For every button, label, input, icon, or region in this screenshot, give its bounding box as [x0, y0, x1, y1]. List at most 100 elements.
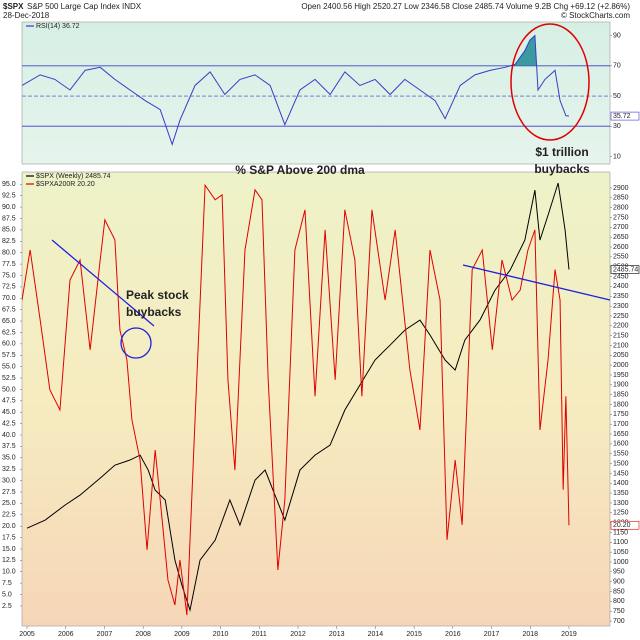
y-tick-label: 30: [613, 123, 621, 130]
y2-tick-label: 2150: [613, 332, 629, 339]
y2-tick-label: 1550: [613, 451, 629, 458]
y2-tick-label: 2700: [613, 224, 629, 231]
legend-label: $SPX (Weekly) 2485.74: [36, 173, 111, 180]
y-tick-label: 72.5: [2, 284, 16, 291]
y-tick-label: 75.0: [2, 272, 16, 279]
x-tick-label: 2013: [329, 631, 345, 638]
y-tick-label: 57.5: [2, 352, 16, 359]
y2-tick-label: 2350: [613, 293, 629, 300]
end-label-box: [610, 111, 640, 121]
y-tick-label: 77.5: [2, 261, 16, 268]
y2-tick-label: 1500: [613, 460, 629, 467]
y-tick-label: 37.5: [2, 443, 16, 450]
y2-tick-label: 1950: [613, 372, 629, 379]
y-tick-label: 20.0: [2, 523, 16, 530]
x-tick-label: 2007: [97, 631, 113, 638]
annotations: % S&P Above 200 dma Peak stock buybacks …: [51, 23, 611, 359]
date: 28-Dec-2018: [3, 11, 50, 20]
x-tick-label: 2009: [174, 631, 190, 638]
y-tick-label: 17.5: [2, 534, 16, 541]
y2-tick-label: 1300: [613, 500, 629, 507]
y2-tick-label: 2450: [613, 273, 629, 280]
index-name: S&P 500 Large Cap Index INDX: [27, 2, 142, 11]
y-tick-label: 10.0: [2, 569, 16, 576]
y2-tick-label: 700: [613, 618, 625, 625]
main-panel: [21, 171, 611, 627]
y-tick-label: 62.5: [2, 329, 16, 336]
series-line: [22, 183, 570, 616]
y2-tick-label: 1850: [613, 392, 629, 399]
x-tick-label: 2018: [522, 631, 538, 638]
y-tick-label: 90.0: [2, 204, 16, 211]
y-tick-label: 45.0: [2, 409, 16, 416]
x-tick-label: 2008: [135, 631, 151, 638]
annotation: buybacks: [534, 162, 590, 176]
credit: © StockCharts.com: [561, 11, 630, 20]
y-tick-label: 12.5: [2, 557, 16, 564]
y-tick-label: 42.5: [2, 420, 16, 427]
y2-tick-label: 800: [613, 598, 625, 605]
y2-tick-label: 1800: [613, 401, 629, 408]
y-tick-label: 22.5: [2, 512, 16, 519]
x-tick-label: 2005: [19, 631, 35, 638]
highlight-ellipse: [510, 23, 590, 141]
y2-tick-label: 2850: [613, 195, 629, 202]
y-tick-label: 50.0: [2, 386, 16, 393]
y-tick-label: 5.0: [2, 591, 12, 598]
annotation: buybacks: [126, 305, 182, 319]
x-tick-label: 2011: [252, 631, 267, 638]
y-tick-label: 60.0: [2, 341, 16, 348]
annotation: % S&P Above 200 dma: [235, 163, 365, 177]
y-tick-label: 55.0: [2, 363, 16, 370]
x-tick-label: 2015: [406, 631, 422, 638]
y-tick-label: 87.5: [2, 215, 16, 222]
x-tick-label: 2019: [561, 631, 577, 638]
y2-tick-label: 1450: [613, 470, 629, 477]
y2-tick-label: 850: [613, 588, 625, 595]
y-tick-label: 92.5: [2, 193, 16, 200]
trend-line: [51, 239, 155, 327]
annotation: $1 trillion: [535, 145, 588, 159]
y2-tick-label: 2900: [613, 185, 629, 192]
y2-tick-label: 2400: [613, 283, 629, 290]
y-tick-label: 50: [613, 93, 621, 100]
y-tick-label: 85.0: [2, 227, 16, 234]
x-tick-label: 2010: [213, 631, 229, 638]
y2-tick-label: 1000: [613, 559, 629, 566]
y-tick-label: 10: [613, 153, 621, 160]
y2-tick-label: 2550: [613, 254, 629, 261]
series-line: [22, 34, 570, 146]
y2-tick-label: 1700: [613, 421, 629, 428]
y-tick-label: 2.5: [2, 603, 12, 610]
y-tick-label: 27.5: [2, 489, 16, 496]
y2-tick-label: 1050: [613, 549, 629, 556]
symbol: $SPX: [3, 2, 24, 11]
y-tick-label: 47.5: [2, 398, 16, 405]
y-tick-label: 70.0: [2, 295, 16, 302]
y-tick-label: 65.0: [2, 318, 16, 325]
y-tick-label: 90: [613, 32, 621, 39]
y2-tick-label: 2000: [613, 362, 629, 369]
y2-tick-label: 1600: [613, 441, 629, 448]
y2-tick-label: 1250: [613, 510, 629, 517]
y2-tick-label: 2050: [613, 352, 629, 359]
y-tick-label: 52.5: [2, 375, 16, 382]
x-tick-label: 2012: [290, 631, 306, 638]
y2-tick-label: 2300: [613, 303, 629, 310]
quote: Open 2400.56 High 2520.27 Low 2346.58 Cl…: [301, 2, 630, 11]
y2-tick-label: 900: [613, 579, 625, 586]
end-label: 2485.74: [613, 266, 638, 273]
end-label: 35.72: [613, 113, 631, 120]
x-tick-label: 2014: [368, 631, 384, 638]
y2-tick-label: 2600: [613, 244, 629, 251]
y2-tick-label: 1650: [613, 431, 629, 438]
y-tick-label: 82.5: [2, 238, 16, 245]
series-line: [26, 182, 570, 613]
y2-tick-label: 2650: [613, 234, 629, 241]
y2-tick-label: 1750: [613, 411, 629, 418]
y2-tick-label: 2750: [613, 214, 629, 221]
y2-tick-label: 1400: [613, 480, 629, 487]
x-tick-label: 2016: [445, 631, 461, 638]
plot: 10 30 50 70 90 RSI(14) 36.72 35.72 2.5 5.0 7.5 10.…: [2, 23, 640, 638]
